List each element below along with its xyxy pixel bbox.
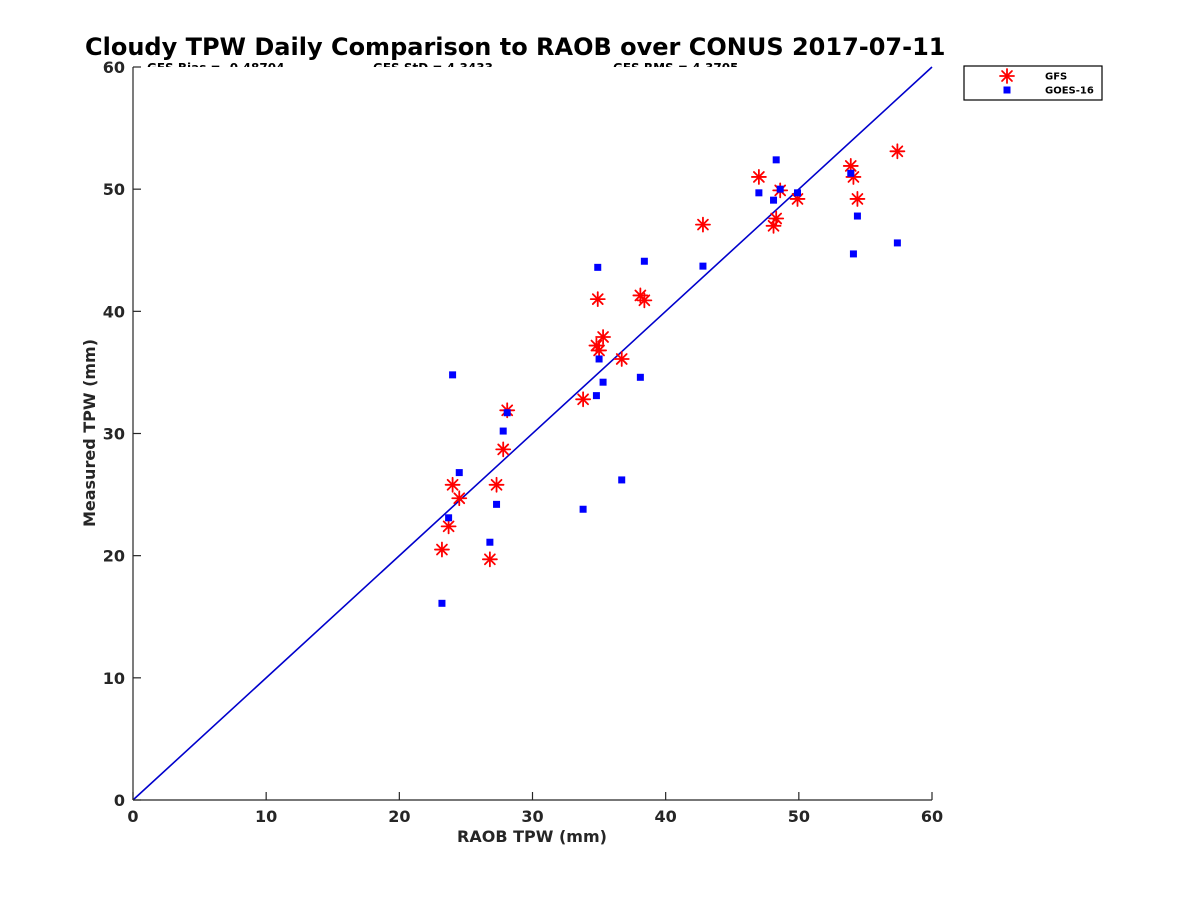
y-tick-label: 10: [103, 669, 125, 688]
x-tick-label: 50: [788, 807, 810, 826]
y-tick-label: 30: [103, 425, 125, 444]
legend-label: GFS: [1045, 72, 1067, 83]
data-point-goes-16: [755, 189, 763, 197]
data-point-goes-16: [636, 373, 644, 381]
data-point-gfs: [575, 391, 592, 408]
y-tick-label: 50: [103, 180, 125, 199]
y-tick-label: 20: [103, 547, 125, 566]
x-tick-label: 20: [388, 807, 410, 826]
data-point-goes-16: [776, 185, 784, 193]
data-point-gfs: [451, 490, 468, 507]
data-point-goes-16: [595, 355, 603, 363]
x-tick-label: 30: [521, 807, 543, 826]
legend-marker-goes-16: [1003, 86, 1011, 94]
data-point-goes-16: [599, 378, 607, 386]
y-tick-label: 60: [103, 58, 125, 77]
x-tick-label: 60: [921, 807, 943, 826]
legend-label: GOES-16: [1045, 86, 1094, 97]
data-point-goes-16: [772, 156, 780, 164]
data-point-goes-16: [449, 371, 457, 379]
data-point-goes-16: [847, 169, 855, 177]
data-point-gfs: [495, 441, 512, 458]
y-tick-label: 40: [103, 302, 125, 321]
data-point-goes-16: [794, 189, 802, 197]
data-point-gfs: [440, 518, 457, 535]
data-point-gfs: [434, 541, 450, 558]
data-point-gfs: [889, 143, 906, 160]
data-point-goes-16: [594, 263, 602, 271]
series-goes-16: [438, 156, 901, 607]
data-point-goes-16: [503, 409, 511, 417]
data-point-goes-16: [438, 599, 446, 607]
x-tick-label: 10: [255, 807, 277, 826]
data-point-goes-16: [486, 538, 494, 546]
data-point-gfs: [591, 342, 607, 359]
data-point-gfs: [595, 329, 611, 345]
data-point-gfs: [750, 169, 767, 185]
data-point-goes-16: [640, 257, 648, 265]
legend-marker-gfs: [999, 68, 1015, 84]
data-point-goes-16: [499, 427, 507, 435]
data-point-gfs: [849, 191, 866, 207]
data-point-gfs: [695, 216, 711, 233]
data-point-goes-16: [699, 262, 707, 270]
data-point-gfs: [481, 551, 498, 568]
data-point-goes-16: [455, 469, 463, 477]
data-point-goes-16: [618, 476, 626, 484]
legend-box: [963, 65, 1103, 101]
data-point-goes-16: [853, 212, 861, 220]
data-point-goes-16: [893, 239, 901, 247]
y-tick-label: 0: [114, 791, 125, 810]
data-point-goes-16: [445, 514, 453, 522]
series-gfs: [434, 143, 906, 568]
data-point-goes-16: [592, 392, 600, 400]
data-point-goes-16: [579, 505, 587, 513]
y-axis-label: Measured TPW (mm): [80, 339, 99, 527]
chart-title: Cloudy TPW Daily Comparison to RAOB over…: [85, 33, 945, 61]
data-point-gfs: [589, 291, 606, 308]
data-point-gfs: [636, 292, 653, 309]
reference-line: [132, 66, 933, 801]
legend: GFS GOES-16: [963, 65, 1103, 101]
x-tick-label: 0: [127, 807, 138, 826]
data-point-goes-16: [849, 250, 857, 258]
data-point-gfs: [768, 210, 785, 227]
data-point-goes-16: [493, 500, 501, 508]
data-point-goes-16: [770, 196, 778, 204]
axes: 0 10 20 30 40 50 60 0 10 20 30 40 50 60: [103, 58, 943, 826]
series-group: [434, 143, 906, 607]
data-point-gfs: [444, 476, 461, 493]
x-axis-label: RAOB TPW (mm): [457, 827, 607, 846]
x-tick-label: 40: [655, 807, 677, 826]
reference-line-group: [132, 66, 933, 801]
data-point-gfs: [613, 351, 630, 367]
data-point-gfs: [488, 476, 505, 493]
